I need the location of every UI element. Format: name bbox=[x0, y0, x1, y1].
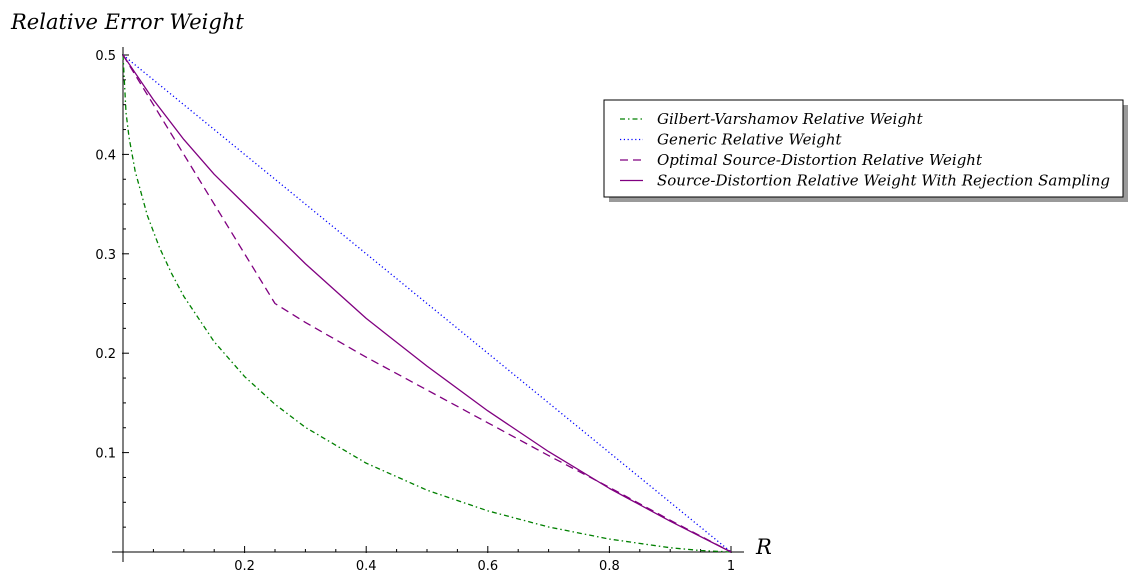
legend-label-2: Generic Relative Weight bbox=[657, 131, 843, 149]
y-axis-title: Relative Error Weight bbox=[10, 10, 244, 34]
y-tick-label: 0.1 bbox=[95, 447, 116, 462]
legend-label-1: Gilbert-Varshamov Relative Weight bbox=[657, 110, 924, 128]
y-tick-label: 0.5 bbox=[95, 49, 116, 64]
y-tick-label: 0.4 bbox=[95, 148, 116, 163]
legend: Gilbert-Varshamov Relative Weight Generic… bbox=[603, 99, 1128, 202]
tick-labels: 0.2 0.4 0.6 0.8 1 0.1 0.2 0.3 0.4 0.5 bbox=[95, 49, 735, 574]
y-tick-label: 0.2 bbox=[95, 347, 116, 362]
x-axis-title: R bbox=[755, 535, 772, 559]
legend-label-3: Optimal Source-Distortion Relative Weigh… bbox=[657, 151, 983, 169]
axes bbox=[112, 47, 744, 562]
minor-ticks bbox=[123, 79, 702, 552]
legend-items: Gilbert-Varshamov Relative Weight Generic… bbox=[620, 110, 1110, 190]
x-tick-label: 0.6 bbox=[477, 559, 498, 574]
series-line-2 bbox=[122, 54, 732, 553]
legend-label-4: Source-Distortion Relative Weight With R… bbox=[657, 172, 1110, 190]
series-line-4 bbox=[122, 54, 732, 553]
x-tick-label: 0.8 bbox=[599, 559, 620, 574]
legend-box bbox=[603, 99, 1124, 198]
y-tick-label: 0.3 bbox=[95, 248, 116, 263]
x-tick-label: 0.4 bbox=[356, 559, 377, 574]
x-tick-label: 1 bbox=[727, 559, 735, 574]
x-tick-label: 0.2 bbox=[234, 559, 255, 574]
series-lines bbox=[122, 54, 732, 553]
